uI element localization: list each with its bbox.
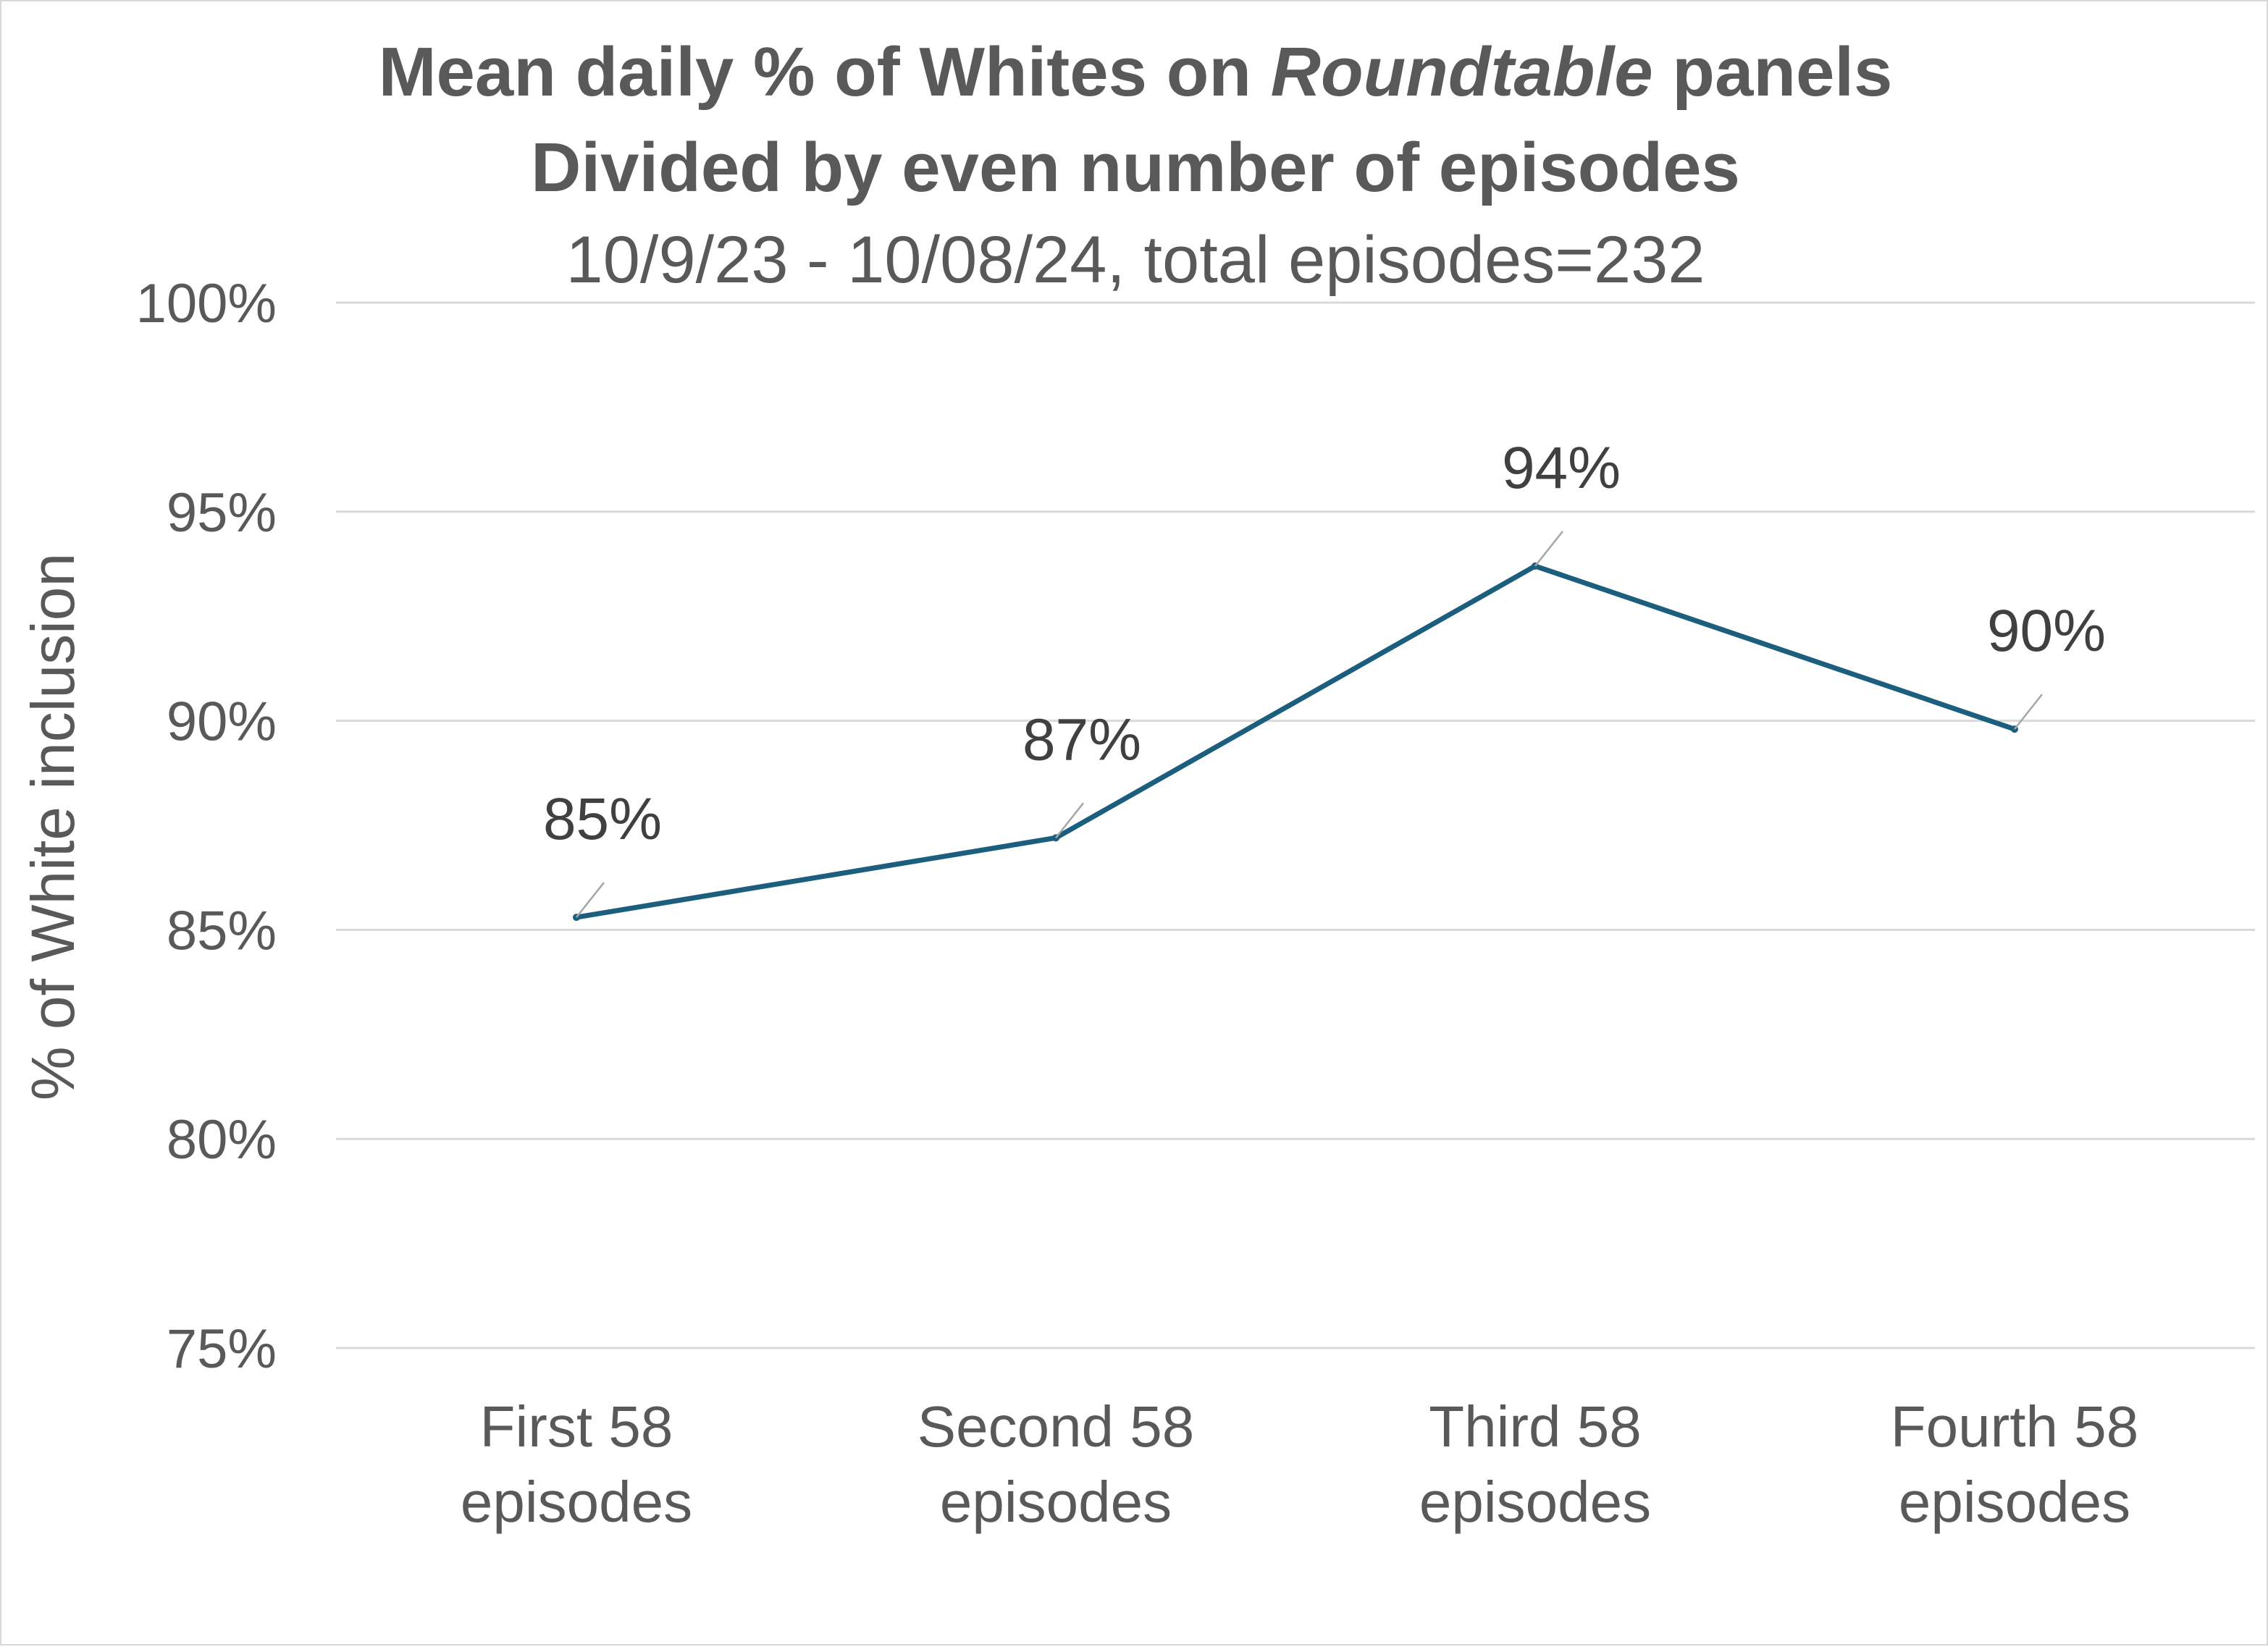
x-category-label: Second 58 episodes [917,1394,1195,1534]
y-tick-label: 80% [167,1109,277,1171]
y-axis-ticks: 75% 80% 85% 90% 95% 100% [136,273,277,1380]
data-label: 87% [1022,707,1141,772]
y-axis-label: % of White inclusion [19,553,87,1100]
y-tick-label: 90% [167,691,277,753]
data-label-leader [576,882,605,918]
y-tick-label: 75% [167,1318,277,1380]
data-label-leader [1055,802,1084,839]
data-labels: 85% 87% 94% 90% [543,435,2106,918]
x-category-label: Third 58 episodes [1419,1394,1651,1534]
x-category-label: First 58 episodes [461,1394,692,1534]
data-label-leader [1534,531,1563,567]
series-line-group [573,562,2018,922]
y-tick-label: 100% [136,273,277,334]
chart-title-line-2: Divided by even number of episodes [531,129,1740,206]
x-category-label: Fourth 58 episodes [1891,1394,2138,1534]
chart-subtitle: 10/9/23 - 10/08/24, total episodes=232 [566,223,1705,297]
x-axis-categories: First 58 episodes Second 58 episodes Third 5… [461,1394,2138,1534]
data-label: 94% [1502,435,1621,501]
data-label-leader [2014,694,2043,730]
series-line [574,563,2017,920]
y-tick-label: 85% [167,900,277,961]
chart-title-line-1: Mean daily % of Whites on Roundtable pan… [379,33,1893,111]
data-label: 85% [543,786,662,852]
data-label: 90% [1987,598,2106,664]
y-tick-label: 95% [167,482,277,544]
gridlines [336,301,2255,1349]
